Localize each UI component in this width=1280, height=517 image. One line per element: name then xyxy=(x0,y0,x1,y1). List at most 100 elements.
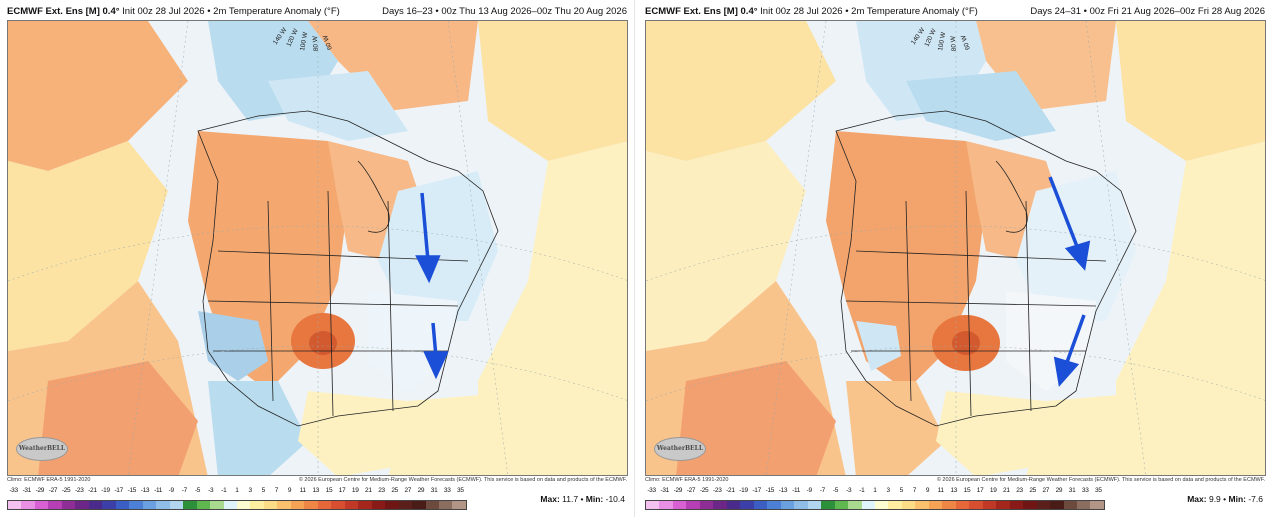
color-scale-swatch xyxy=(142,501,157,509)
color-scale-swatch xyxy=(915,501,929,509)
lon-label-80w: 80 W xyxy=(950,35,958,52)
color-scale-swatch xyxy=(821,501,835,509)
panel-title: ECMWF Ext. Ens [M] 0.4° Init 00z 28 Jul … xyxy=(7,6,340,17)
color-scale-tick: 13 xyxy=(312,487,320,494)
color-scale-tick: 25 xyxy=(1029,487,1036,494)
panel-header: ECMWF Ext. Ens [M] 0.4° Init 00z 28 Jul … xyxy=(7,6,627,20)
color-scale-tick: -23 xyxy=(75,487,84,494)
color-scale-swatch xyxy=(740,501,754,509)
color-scale-tick: 31 xyxy=(430,487,438,494)
color-scale-ticks: -33 -31 -29 -27 -25 -23 -21 -19 -17 -15 -13 -11 -9 -7… xyxy=(645,487,1105,498)
color-scale-swatch xyxy=(75,501,89,509)
color-scale-swatch xyxy=(452,501,466,509)
color-scale-swatch xyxy=(794,501,808,509)
color-scale-swatch xyxy=(996,501,1010,509)
lon-label-100w: 100 W xyxy=(299,31,309,52)
color-scale-swatch xyxy=(48,501,62,509)
copyright-note: © 2026 European Centre for Medium-Range … xyxy=(936,477,1265,483)
color-scale-swatch xyxy=(834,501,849,509)
color-scale-swatch xyxy=(250,501,264,509)
color-scale-swatch xyxy=(61,501,76,509)
color-scale-tick: 1 xyxy=(873,487,877,494)
color-scale-tick: -33 xyxy=(647,487,656,494)
color-scale-tick: 25 xyxy=(391,487,398,494)
color-scale-bar xyxy=(645,500,1105,510)
color-scale-tick: -13 xyxy=(140,487,150,494)
color-scale-tick: 1 xyxy=(235,487,239,494)
color-scale-swatch xyxy=(1009,501,1024,509)
color-scale-swatch xyxy=(1090,501,1104,509)
color-scale-tick: 23 xyxy=(1016,487,1023,494)
color-scale-tick: 17 xyxy=(338,487,346,494)
color-scale-tick: -31 xyxy=(22,487,31,494)
color-scale-swatch xyxy=(263,501,278,509)
color-scale-swatch xyxy=(385,501,399,509)
climo-note: Climo: ECMWF ERA-5 1991-2020 xyxy=(7,477,91,483)
color-scale-swatch xyxy=(767,501,781,509)
color-scale-swatch xyxy=(290,501,305,509)
color-scale-tick: -23 xyxy=(713,487,722,494)
max-value: 9.9 xyxy=(1208,494,1221,504)
color-scale-tick: 3 xyxy=(886,487,890,494)
color-scale-tick: 13 xyxy=(950,487,958,494)
color-scale-swatch xyxy=(1036,501,1051,509)
color-scale-swatch xyxy=(672,501,687,509)
color-scale-swatch xyxy=(102,501,116,509)
arrow-great-lakes xyxy=(420,192,430,262)
copyright-note: © 2026 European Centre for Medium-Range … xyxy=(298,477,627,483)
color-scale-swatch xyxy=(169,501,184,509)
color-scale-tick: 29 xyxy=(1055,487,1063,494)
min-value: -7.6 xyxy=(1248,494,1263,504)
color-scale-tick: -5 xyxy=(832,487,839,494)
anomaly-map-svg: 140 W 120 W 100 W 80 W 60 W xyxy=(646,21,1265,475)
color-scale-tick: -5 xyxy=(194,487,201,494)
min-value: -10.4 xyxy=(605,494,625,504)
color-scale-swatch xyxy=(901,501,916,509)
weatherbell-logo: WeatherBELL xyxy=(16,437,68,461)
color-scale-tick: -21 xyxy=(88,487,97,494)
color-scale-tick: 21 xyxy=(365,487,372,494)
panel-header: ECMWF Ext. Ens [M] 0.4° Init 00z 28 Jul … xyxy=(645,6,1265,20)
color-scale-tick: 19 xyxy=(351,487,359,494)
max-min-readout: Max: 11.7 • Min: -10.4 xyxy=(540,494,625,504)
arrow-southeast xyxy=(1064,314,1086,366)
color-scale-tick: -31 xyxy=(660,487,669,494)
lon-label-100w: 100 W xyxy=(937,31,947,52)
color-scale-swatch xyxy=(848,501,862,509)
color-scale-swatch xyxy=(888,501,902,509)
color-scale-tick: -13 xyxy=(778,487,788,494)
color-scale-tick: 5 xyxy=(261,487,266,494)
color-scale-swatch xyxy=(425,501,439,509)
color-scale-tick: 15 xyxy=(325,487,333,494)
color-scale-tick: 15 xyxy=(963,487,971,494)
color-scale-tick: -25 xyxy=(61,487,71,494)
valid-period: Days 16–23 • 00z Thu 13 Aug 2026–00z Thu… xyxy=(382,6,627,17)
color-scale-tick: -21 xyxy=(726,487,735,494)
color-scale-tick: -7 xyxy=(181,487,187,494)
arrow-southeast-head xyxy=(1053,356,1080,387)
color-scale-swatch xyxy=(1063,501,1077,509)
color-scale-tick: -15 xyxy=(127,487,137,494)
weatherbell-logo: WeatherBELL xyxy=(654,437,706,461)
color-scale-swatch xyxy=(726,501,741,509)
color-scale-swatch xyxy=(331,501,345,509)
anomaly-map: 140 W 120 W 100 W 80 W 60 W WeatherBELL xyxy=(645,20,1266,476)
color-scale-swatch xyxy=(713,501,727,509)
color-scale-tick: -29 xyxy=(673,487,683,494)
color-scale-swatch xyxy=(156,501,170,509)
color-scale-swatch xyxy=(317,501,332,509)
color-scale-tick: -17 xyxy=(114,487,123,494)
color-scale-tick: 29 xyxy=(417,487,425,494)
color-scale-swatch xyxy=(1077,501,1091,509)
max-min-readout: Max: 9.9 • Min: -7.6 xyxy=(1187,494,1263,504)
color-scale-tick: -11 xyxy=(792,487,801,494)
left-forecast-panel: ECMWF Ext. Ens [M] 0.4° Init 00z 28 Jul … xyxy=(3,0,631,517)
color-scale-tick: -7 xyxy=(819,487,825,494)
anomaly-map-svg: 140 W 120 W 100 W 80 W 60 W xyxy=(8,21,627,475)
color-scale-swatch xyxy=(371,501,386,509)
color-scale-swatch xyxy=(88,501,103,509)
color-scale-tick: -19 xyxy=(739,487,748,494)
color-scale-tick: -19 xyxy=(101,487,110,494)
color-scale-tick: 21 xyxy=(1003,487,1010,494)
color-scale-tick: -9 xyxy=(806,487,812,494)
